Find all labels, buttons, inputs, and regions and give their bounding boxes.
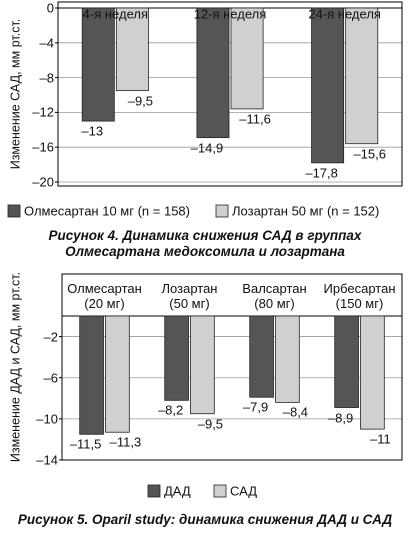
y-tick-label: –10	[36, 411, 58, 427]
bar	[164, 315, 189, 401]
value-label: –8,4	[282, 404, 309, 420]
value-label: –11	[370, 431, 391, 447]
y-axis-label: Изменение ДАД и САД, мм рт.ст.	[8, 271, 23, 463]
value-label: –11,6	[239, 111, 271, 127]
y-tick-label: –12	[32, 104, 54, 120]
legend-label: САД	[230, 483, 258, 499]
value-label: –9,5	[127, 93, 154, 109]
legend-label: ДАД	[164, 483, 191, 499]
x-category-label: Валсартан (80 мг)	[242, 281, 307, 311]
bar	[115, 7, 149, 92]
value-label: –9,5	[197, 416, 224, 432]
bar	[249, 315, 274, 398]
y-tick-label: –4	[39, 35, 54, 51]
y-tick-label: –6	[43, 370, 58, 386]
value-label: –8,9	[327, 410, 354, 426]
value-label: –7,9	[242, 399, 269, 415]
y-tick-label: –16	[32, 139, 54, 155]
value-label: –15,6	[353, 146, 386, 162]
legend-swatch	[7, 204, 21, 218]
bar	[360, 315, 385, 430]
x-category-label: 12-я неделя	[193, 6, 267, 22]
y-tick-label: –8	[39, 70, 54, 86]
caption: Рисунок 4. Динамика снижения САД в групп…	[48, 228, 362, 259]
value-label: –11,3	[109, 434, 142, 450]
y-tick-label: 0	[46, 0, 54, 16]
x-category-label: 24-я неделя	[308, 6, 381, 22]
value-label: –8,2	[157, 402, 184, 418]
bar	[81, 7, 115, 122]
bar	[230, 7, 264, 110]
value-label: –17,8	[305, 165, 338, 181]
bar	[190, 315, 215, 415]
plot-frame	[57, 1, 403, 187]
value-label: –11,5	[69, 436, 102, 452]
legend-label: Олмесартан 10 мг (n = 158)	[24, 203, 190, 219]
bar	[105, 315, 130, 433]
bar	[79, 315, 104, 435]
x-category-label: 4-я неделя	[82, 6, 148, 22]
value-label: –13	[81, 123, 104, 139]
y-axis-label: Изменение САД, мм рт.ст.	[8, 18, 23, 170]
x-category-label: Ирбесартан (150 мг)	[323, 281, 396, 311]
x-category-label: Олмесартан (20 мг)	[67, 281, 142, 311]
bar	[345, 7, 379, 145]
legend-swatch	[215, 204, 229, 218]
y-tick-label: –2	[43, 329, 58, 345]
caption: Рисунок 5. Oparil study: динамика снижен…	[17, 512, 393, 527]
value-label: –14,9	[190, 140, 224, 156]
legend-swatch	[213, 484, 227, 498]
y-tick-label: –14	[36, 452, 58, 468]
bar	[275, 315, 300, 403]
bar	[311, 7, 345, 164]
legend-swatch	[147, 484, 161, 498]
plot-frame	[61, 273, 403, 461]
y-tick-label: –20	[32, 174, 54, 190]
legend-label: Лозартан 50 мг (n = 152)	[232, 203, 380, 219]
x-category-label: Лозартан (50 мг)	[161, 281, 218, 311]
bar	[334, 315, 359, 408]
bar	[196, 7, 230, 139]
